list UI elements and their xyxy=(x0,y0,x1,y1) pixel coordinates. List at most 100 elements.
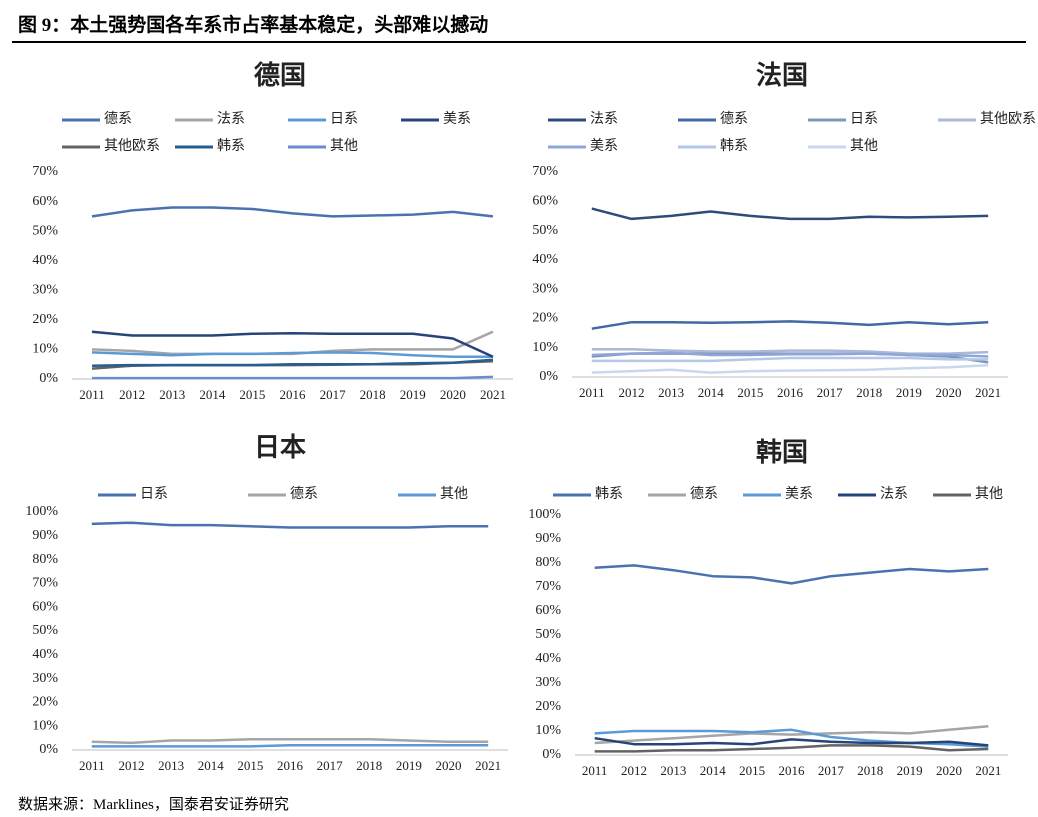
y-tick-label: 10% xyxy=(32,718,58,733)
y-tick-label: 70% xyxy=(535,579,561,594)
series-line xyxy=(591,356,989,363)
x-tick-label: 2015 xyxy=(237,758,263,773)
series-line xyxy=(91,206,494,218)
legend-label: 其他欧系 xyxy=(980,111,1036,127)
x-tick-label: 2014 xyxy=(698,385,725,400)
legend-label: 美系 xyxy=(590,138,618,154)
x-tick-label: 2013 xyxy=(660,763,686,778)
x-tick-label: 2020 xyxy=(436,758,462,773)
legend-label: 日系 xyxy=(850,111,878,127)
legend-label: 其他 xyxy=(330,138,358,154)
x-tick-label: 2012 xyxy=(618,385,644,400)
series-line xyxy=(91,358,494,367)
source-note: 数据来源：Marklines，国泰君安证券研究 xyxy=(18,797,289,813)
y-tick-label: 50% xyxy=(32,223,58,238)
y-tick-label: 70% xyxy=(32,164,58,179)
series-line xyxy=(591,347,989,355)
y-tick-label: 0% xyxy=(539,369,558,384)
x-tick-label: 2011 xyxy=(79,387,105,402)
legend-label: 法系 xyxy=(217,111,245,127)
legend-label: 美系 xyxy=(443,111,471,127)
legend-label: 韩系 xyxy=(217,138,245,154)
x-tick-label: 2012 xyxy=(119,387,145,402)
series-line xyxy=(91,351,493,359)
legend-label: 韩系 xyxy=(595,486,623,502)
x-tick-label: 2016 xyxy=(277,758,304,773)
y-tick-label: 10% xyxy=(32,342,58,357)
y-tick-label: 30% xyxy=(535,675,561,690)
x-tick-label: 2011 xyxy=(579,385,605,400)
y-tick-label: 40% xyxy=(32,647,58,662)
y-tick-label: 80% xyxy=(535,555,561,570)
y-tick-label: 70% xyxy=(532,164,558,179)
series-line xyxy=(91,330,494,358)
legend-label: 德系 xyxy=(690,486,718,502)
y-tick-label: 30% xyxy=(32,283,58,298)
x-tick-label: 2015 xyxy=(737,385,763,400)
chart-title: 韩国 xyxy=(756,438,808,467)
x-tick-label: 2021 xyxy=(975,385,1001,400)
series-line xyxy=(591,320,989,330)
legend-label: 其他欧系 xyxy=(104,138,160,154)
y-tick-label: 60% xyxy=(532,194,558,209)
y-tick-label: 100% xyxy=(528,507,561,522)
x-tick-label: 2017 xyxy=(317,758,344,773)
x-tick-label: 2016 xyxy=(280,387,307,402)
y-tick-label: 90% xyxy=(535,531,561,546)
y-tick-label: 0% xyxy=(542,747,561,762)
x-tick-label: 2011 xyxy=(582,763,608,778)
y-tick-label: 20% xyxy=(535,699,561,714)
x-tick-label: 2019 xyxy=(897,763,923,778)
y-tick-label: 50% xyxy=(32,623,58,638)
x-tick-label: 2019 xyxy=(400,387,426,402)
x-tick-label: 2021 xyxy=(975,763,1001,778)
legend-label: 韩系 xyxy=(720,138,748,154)
legend-label: 法系 xyxy=(590,111,618,127)
x-tick-label: 2011 xyxy=(79,758,105,773)
series-line xyxy=(594,724,989,745)
x-tick-label: 2013 xyxy=(158,758,184,773)
chart-title: 法国 xyxy=(756,61,808,90)
legend-label: 其他 xyxy=(440,486,468,502)
series-line xyxy=(591,351,989,358)
x-tick-label: 2018 xyxy=(857,763,883,778)
series-line xyxy=(594,736,989,747)
y-tick-label: 40% xyxy=(532,252,558,267)
chart-title: 日本 xyxy=(254,433,306,462)
x-tick-label: 2020 xyxy=(936,385,962,400)
x-tick-label: 2017 xyxy=(817,385,844,400)
series-line xyxy=(91,738,489,745)
x-tick-label: 2021 xyxy=(480,387,506,402)
x-tick-label: 2019 xyxy=(896,385,922,400)
y-tick-label: 0% xyxy=(39,371,58,386)
x-tick-label: 2018 xyxy=(856,385,882,400)
x-tick-label: 2015 xyxy=(739,763,765,778)
legend-label: 法系 xyxy=(880,486,908,502)
x-tick-label: 2018 xyxy=(360,387,386,402)
figure-title: 图 9：本土强势国各车系市占率基本稳定，头部难以撼动 xyxy=(18,15,489,36)
x-tick-label: 2021 xyxy=(475,758,501,773)
x-tick-label: 2020 xyxy=(440,387,466,402)
y-tick-label: 70% xyxy=(32,576,58,591)
legend-label: 日系 xyxy=(330,111,358,127)
y-tick-label: 90% xyxy=(32,528,58,543)
y-tick-label: 50% xyxy=(532,223,558,238)
x-tick-label: 2014 xyxy=(198,758,225,773)
y-tick-label: 100% xyxy=(25,504,58,519)
x-tick-label: 2017 xyxy=(320,387,347,402)
legend-label: 日系 xyxy=(140,486,168,502)
x-tick-label: 2012 xyxy=(118,758,144,773)
y-tick-label: 30% xyxy=(532,281,558,296)
y-tick-label: 0% xyxy=(39,742,58,757)
x-tick-label: 2016 xyxy=(779,763,806,778)
x-tick-label: 2013 xyxy=(159,387,185,402)
x-tick-label: 2018 xyxy=(356,758,382,773)
series-line xyxy=(91,743,489,748)
x-tick-label: 2014 xyxy=(700,763,727,778)
series-line xyxy=(591,207,989,221)
y-tick-label: 20% xyxy=(32,312,58,327)
y-tick-label: 10% xyxy=(535,723,561,738)
legend-label: 其他 xyxy=(850,138,878,154)
y-tick-label: 20% xyxy=(32,695,58,710)
